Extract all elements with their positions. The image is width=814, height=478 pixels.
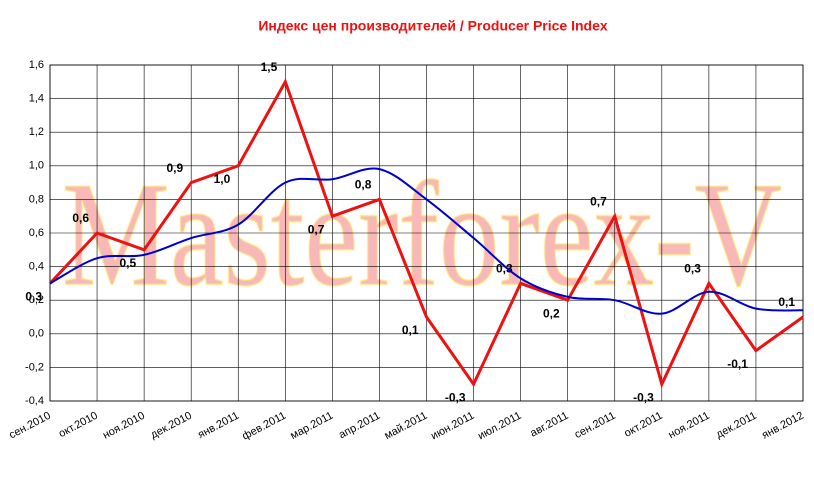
data-label: -0,3 — [633, 390, 654, 404]
x-tick-label: авг.2011 — [528, 410, 570, 440]
y-tick-label: 1,4 — [29, 93, 44, 105]
series-line — [48, 78, 804, 389]
x-tick-label: июн.2011 — [429, 410, 476, 443]
data-label: 1,0 — [214, 172, 231, 186]
y-tick-label: 0,6 — [29, 227, 44, 239]
data-label: 0,2 — [543, 306, 560, 320]
data-label: 0,1 — [402, 323, 419, 337]
data-label: -0,3 — [445, 390, 466, 404]
y-tick-label: -0,4 — [25, 395, 44, 407]
y-tick-label: 0,4 — [29, 261, 44, 273]
series-line — [49, 167, 804, 315]
data-label: 0,3 — [25, 290, 42, 304]
y-tick-label: 0,2 — [29, 294, 44, 306]
data-label: 0,9 — [167, 161, 184, 175]
x-tick-label: май.2011 — [383, 410, 430, 442]
data-label: 0,5 — [119, 256, 136, 270]
x-tick-label: июл.2011 — [476, 410, 523, 443]
watermark: Masterforex-V — [62, 151, 782, 317]
data-label: 0,8 — [355, 178, 372, 192]
data-label: 0,3 — [684, 262, 701, 276]
data-label: 0,7 — [590, 194, 607, 208]
data-label: 1,5 — [261, 60, 278, 74]
data-label: -0,1 — [727, 357, 748, 371]
x-tick-label: мар.2011 — [288, 410, 335, 442]
y-tick-label: 1,2 — [29, 126, 44, 138]
data-label: 0,7 — [308, 222, 325, 236]
data-label: 0,6 — [72, 211, 89, 225]
y-tick-label: 1,0 — [29, 160, 44, 172]
x-tick-label: сен.2010 — [7, 410, 53, 442]
data-label: 0,3 — [496, 262, 513, 276]
plot-border — [49, 64, 804, 402]
y-tick-label: 0,0 — [29, 328, 44, 340]
x-tick-label: фев.2011 — [240, 410, 288, 443]
data-label: 0,1 — [778, 295, 795, 309]
y-tick-label: 0,8 — [29, 193, 44, 205]
x-tick-label: окт.2010 — [57, 410, 100, 441]
chart-title: Индекс цен производителей / Producer Pri… — [258, 18, 608, 34]
x-tick-label: окт.2011 — [622, 410, 664, 440]
x-tick-label: янв.2011 — [196, 410, 241, 442]
y-tick-label: 1,6 — [29, 59, 44, 71]
x-tick-label: дек.2011 — [714, 410, 759, 441]
x-tick-label: апр.2011 — [337, 410, 382, 442]
x-tick-label: дек.2010 — [149, 410, 194, 442]
x-tick-label: ноя.2010 — [101, 410, 147, 442]
x-tick-label: янв.2012 — [760, 410, 806, 442]
y-tick-label: -0,2 — [25, 361, 44, 373]
x-tick-label: сен.2011 — [573, 410, 618, 441]
x-tick-label: ноя.2011 — [666, 410, 711, 442]
